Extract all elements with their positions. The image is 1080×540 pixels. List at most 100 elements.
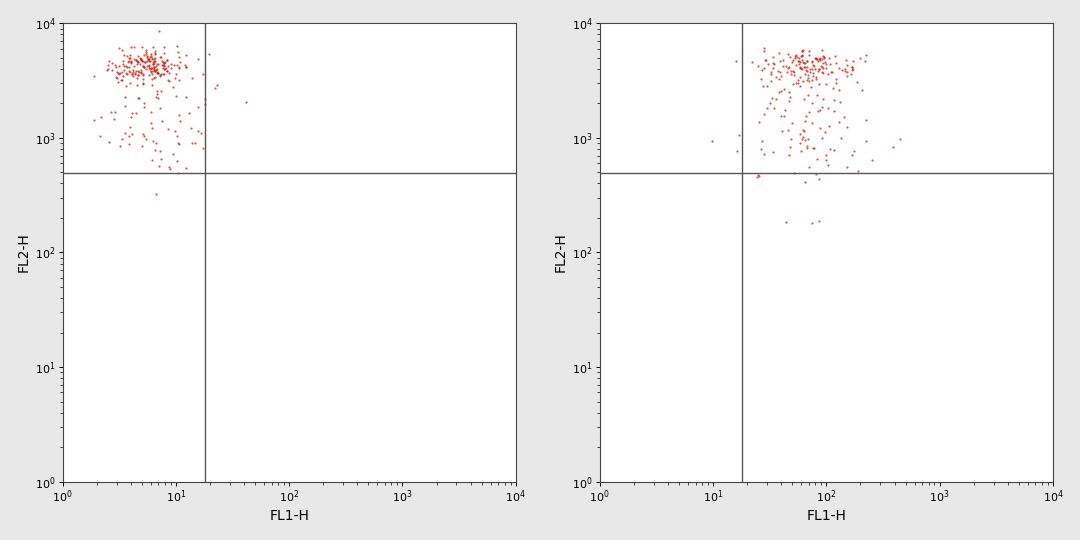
Point — [145, 60, 162, 69]
Point — [109, 69, 126, 77]
Point — [814, 51, 832, 60]
Point — [124, 72, 141, 80]
Point — [117, 82, 134, 91]
Point — [789, 79, 807, 87]
Point — [755, 150, 772, 158]
Point — [821, 122, 838, 131]
Point — [165, 82, 183, 91]
Point — [144, 124, 161, 132]
Point — [820, 54, 837, 63]
Point — [796, 59, 813, 68]
Point — [827, 59, 845, 68]
Point — [809, 107, 826, 116]
Point — [811, 174, 828, 183]
Point — [145, 43, 162, 51]
Point — [825, 84, 842, 92]
Point — [122, 43, 139, 52]
Point — [751, 171, 768, 180]
Point — [132, 56, 149, 64]
Point — [781, 93, 798, 102]
Point — [135, 99, 152, 107]
Point — [112, 69, 130, 77]
Point — [131, 68, 148, 76]
Point — [779, 68, 796, 76]
Point — [838, 61, 855, 70]
Point — [891, 135, 908, 144]
Point — [105, 114, 122, 123]
Point — [107, 108, 124, 117]
Point — [748, 173, 766, 181]
Point — [110, 43, 127, 52]
Point — [144, 75, 161, 83]
Point — [843, 151, 861, 159]
Point — [160, 62, 177, 70]
Point — [793, 64, 810, 72]
Point — [806, 143, 823, 152]
Point — [777, 105, 794, 114]
Point — [110, 70, 127, 79]
Point — [808, 170, 825, 178]
Point — [798, 111, 815, 120]
Point — [147, 190, 164, 199]
Point — [120, 53, 137, 62]
X-axis label: FL1-H: FL1-H — [807, 509, 847, 523]
Point — [150, 162, 167, 171]
Point — [146, 46, 163, 55]
Point — [772, 87, 789, 96]
Point — [140, 56, 158, 65]
Point — [140, 55, 158, 64]
Point — [791, 53, 808, 62]
Point — [98, 66, 116, 75]
Point — [750, 171, 767, 180]
Point — [791, 63, 808, 71]
Point — [177, 60, 194, 69]
Point — [145, 62, 162, 71]
Point — [118, 70, 135, 78]
Point — [808, 54, 825, 63]
Point — [129, 80, 146, 89]
Point — [806, 65, 823, 73]
Point — [845, 65, 862, 73]
Point — [159, 56, 176, 64]
Point — [755, 110, 772, 119]
Point — [821, 145, 838, 153]
Point — [137, 49, 154, 58]
Point — [771, 68, 788, 77]
Point — [811, 124, 828, 133]
Point — [791, 63, 808, 72]
Point — [780, 50, 797, 58]
Point — [804, 76, 821, 84]
Point — [117, 129, 134, 138]
Point — [126, 69, 144, 78]
Point — [813, 133, 831, 142]
Point — [851, 54, 868, 63]
Point — [808, 54, 825, 63]
Point — [849, 78, 866, 86]
Point — [99, 64, 117, 73]
Point — [814, 59, 832, 68]
Point — [127, 55, 145, 64]
Point — [194, 70, 212, 78]
Point — [144, 59, 161, 68]
Point — [149, 65, 166, 74]
Point — [782, 70, 799, 78]
Point — [138, 56, 156, 65]
Point — [108, 68, 125, 77]
Point — [140, 60, 158, 69]
Point — [122, 54, 139, 63]
Point — [145, 67, 162, 76]
Point — [145, 63, 162, 71]
Point — [131, 93, 148, 102]
Point — [785, 68, 802, 77]
Point — [135, 78, 152, 87]
Point — [144, 57, 161, 66]
Point — [804, 69, 821, 78]
Point — [110, 62, 127, 70]
Point — [122, 51, 139, 59]
Point — [137, 48, 154, 56]
Point — [753, 65, 770, 74]
Point — [146, 58, 163, 67]
Point — [785, 71, 802, 79]
Point — [137, 64, 154, 73]
Point — [124, 65, 141, 74]
